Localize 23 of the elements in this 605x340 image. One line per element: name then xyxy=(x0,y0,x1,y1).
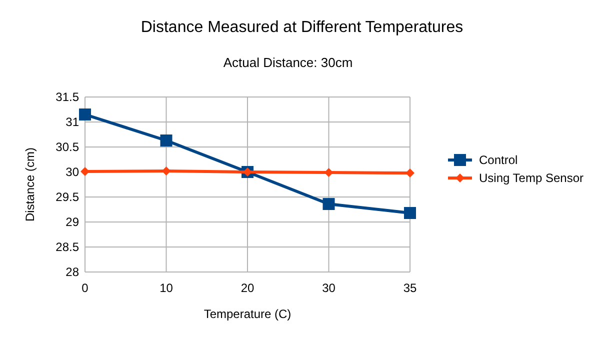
y-tick-label: 28 xyxy=(66,265,80,279)
legend-label: Using Temp Sensor xyxy=(479,171,584,185)
y-tick-label: 30.5 xyxy=(56,140,80,154)
y-tick-label: 29 xyxy=(66,215,80,229)
point xyxy=(322,198,335,210)
legend-label: Control xyxy=(479,153,518,167)
y-tick-label: 31 xyxy=(66,115,80,129)
chart-subtitle: Actual Distance: 30cm xyxy=(223,55,353,70)
x-tick-label: 20 xyxy=(240,281,254,295)
x-tick-label: 30 xyxy=(322,281,336,295)
point xyxy=(79,108,91,120)
y-tick-label: 30 xyxy=(66,165,80,179)
y-tick-label: 29.5 xyxy=(56,190,80,204)
y-tick-label: 31.5 xyxy=(56,90,80,104)
point xyxy=(404,207,416,219)
chart-title: Distance Measured at Different Temperatures xyxy=(140,19,464,36)
x-tick-label: 10 xyxy=(160,281,174,295)
x-tick-label: 35 xyxy=(403,281,417,295)
y-axis-title: Distance (cm) xyxy=(23,147,37,222)
x-axis-title: Temperature (C) xyxy=(204,307,292,321)
y-tick-label: 28.5 xyxy=(56,240,80,254)
point xyxy=(160,134,172,146)
x-tick-label: 0 xyxy=(82,281,89,295)
